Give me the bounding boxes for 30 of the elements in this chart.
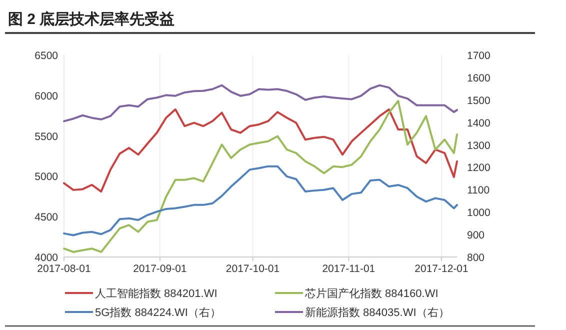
x-tick-label: 2017-12-01 (414, 263, 469, 275)
y-tick-label: 4500 (34, 212, 58, 224)
y2-tick-label: 1200 (467, 162, 491, 174)
legend-label: 人工智能指数 884201.WI (95, 287, 218, 300)
y2-tick-label: 1600 (467, 72, 491, 84)
y2-tick-label: 1400 (467, 117, 491, 130)
y2-tick-label: 1000 (467, 207, 491, 220)
y2-tick-label: 1700 (467, 50, 491, 62)
y2-tick-label: 900 (467, 230, 485, 242)
y-tick-label: 5500 (34, 130, 58, 143)
legend-label: 芯片国产化指数 884160.WI (304, 287, 438, 300)
y-tick-label: 4000 (34, 252, 58, 264)
x-tick-label: 2017-09-01 (133, 263, 187, 275)
y2-tick-label: 1300 (467, 140, 491, 152)
y-tick-label: 5000 (34, 171, 58, 184)
legend-label: 新能源指数 884035.WI（右） (305, 306, 450, 319)
y-tick-label: 6500 (34, 50, 58, 62)
y-tick-label: 6000 (34, 90, 58, 102)
y2-tick-label: 1100 (467, 184, 490, 197)
line-series (63, 84, 458, 122)
legend-label: 5G指数 884224.WI（右） (95, 307, 221, 319)
y2-tick-label: 1500 (467, 94, 491, 107)
line-series (63, 108, 458, 193)
x-tick-label: 2017-11-01 (322, 263, 376, 275)
y2-tick-label: 800 (467, 252, 485, 264)
x-tick-label: 2017-10-01 (226, 263, 280, 275)
chart-title: 图 2 底层技术层率先受益 (8, 10, 175, 28)
x-tick-label: 2017-08-01 (37, 263, 92, 275)
line-series (63, 165, 458, 236)
line-series (63, 100, 458, 253)
